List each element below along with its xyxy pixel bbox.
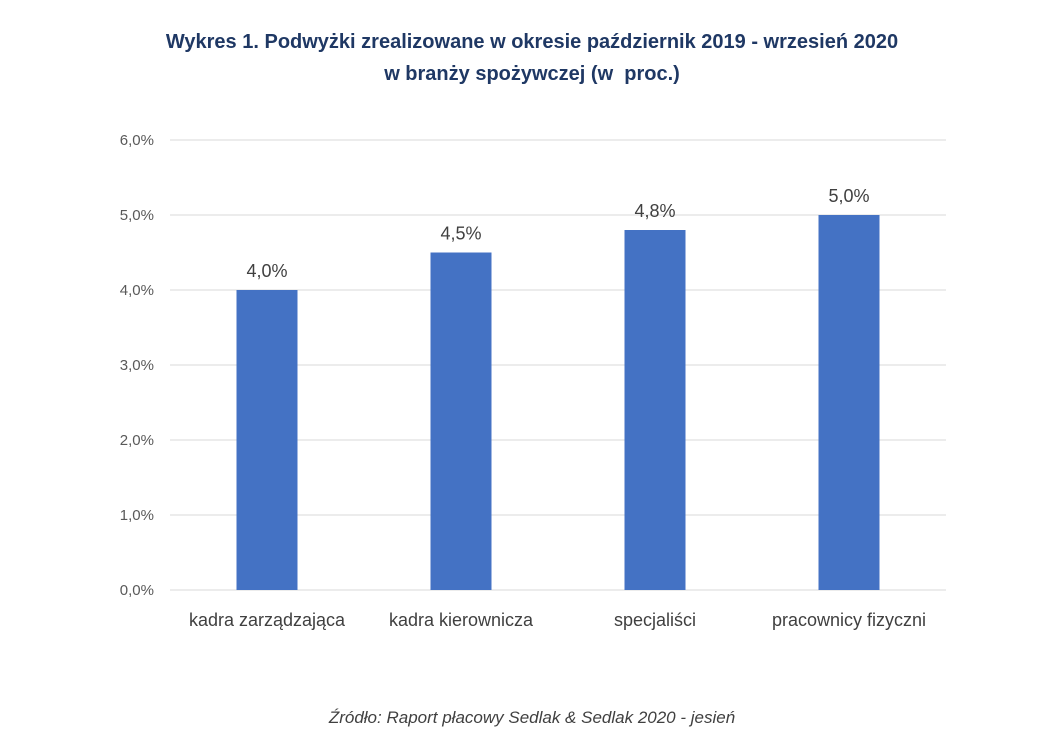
bar	[624, 230, 686, 590]
bar	[430, 252, 492, 590]
y-tick-label: 0,0%	[120, 582, 154, 599]
chart-title-line2: w branży spożywczej (w proc.)	[384, 63, 680, 85]
data-label: 4,0%	[246, 261, 287, 281]
bar	[818, 215, 880, 590]
y-tick-label: 2,0%	[120, 432, 154, 449]
y-tick-label: 5,0%	[120, 207, 154, 224]
data-label: 4,8%	[634, 201, 675, 221]
y-tick-label: 4,0%	[120, 282, 154, 299]
source-note: Źródło: Raport płacowy Sedlak & Sedlak 2…	[328, 708, 736, 727]
data-label: 5,0%	[828, 186, 869, 206]
y-tick-label: 1,0%	[120, 507, 154, 524]
x-tick-label: kadra zarządzająca	[189, 610, 346, 630]
bar	[236, 290, 298, 590]
x-tick-label: pracownicy fizyczni	[772, 610, 926, 630]
y-tick-label: 6,0%	[120, 132, 154, 149]
data-label: 4,5%	[440, 224, 481, 244]
x-tick-label: specjaliści	[614, 610, 696, 630]
x-tick-label: kadra kierownicza	[389, 610, 534, 630]
chart-title-line1: Wykres 1. Podwyżki zrealizowane w okresi…	[165, 31, 899, 53]
y-tick-label: 3,0%	[120, 357, 154, 374]
chart-title: Wykres 1. Podwyżki zrealizowane w okresi…	[0, 26, 1064, 90]
